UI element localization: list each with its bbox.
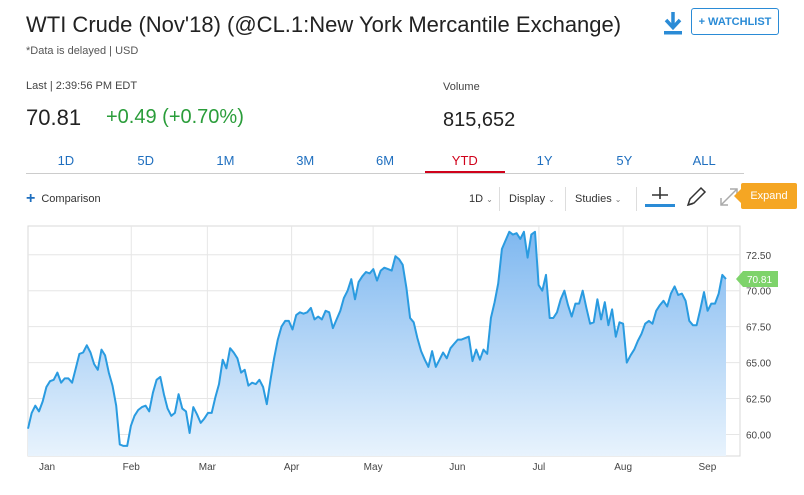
x-tick-label: Jul — [533, 462, 546, 473]
x-tick-label: Sep — [698, 462, 716, 473]
interval-select[interactable]: 1D ⌄ — [469, 193, 493, 205]
download-icon[interactable] — [662, 10, 684, 36]
price-change: +0.49 (+0.70%) — [106, 106, 244, 128]
tab-1d[interactable]: 1D — [57, 153, 75, 168]
toolbar-divider — [636, 187, 637, 211]
tab-all[interactable]: ALL — [692, 153, 716, 168]
x-tick-label: Jun — [449, 462, 465, 473]
volume-label: Volume — [443, 81, 480, 93]
comparison-button[interactable]: + Comparison — [26, 190, 101, 207]
interval-label: 1D — [469, 193, 484, 205]
x-tick-label: Jan — [39, 462, 55, 473]
last-price-badge-label: 70.81 — [747, 275, 772, 286]
y-tick-label: 70.00 — [746, 287, 771, 298]
chevron-down-icon: ⌄ — [548, 195, 555, 204]
tab-3m[interactable]: 3M — [296, 153, 315, 168]
range-tabs: 1D 5D 1M 3M 6M YTD 1Y 5Y ALL — [26, 150, 744, 174]
chevron-down-icon: ⌄ — [614, 195, 622, 204]
x-tick-label: Apr — [284, 462, 300, 473]
pencil-icon[interactable] — [683, 184, 709, 210]
studies-label: Studies — [575, 193, 612, 205]
x-tick-label: Mar — [199, 462, 217, 473]
y-tick-label: 60.00 — [746, 430, 771, 441]
y-tick-label: 65.00 — [746, 359, 771, 370]
y-tick-label: 62.50 — [746, 395, 771, 406]
studies-menu[interactable]: Studies ⌄ — [575, 193, 621, 205]
display-menu[interactable]: Display ⌄ — [509, 193, 555, 205]
x-tick-label: May — [364, 462, 383, 473]
toolbar-divider — [499, 187, 500, 211]
page-title: WTI Crude (Nov'18) (@CL.1:New York Merca… — [26, 12, 622, 37]
tab-1y[interactable]: 1Y — [536, 153, 553, 168]
x-tick-label: Aug — [614, 462, 632, 473]
plus-icon: + — [26, 190, 36, 207]
y-tick-label: 67.50 — [746, 323, 771, 334]
delay-note: *Data is delayed | USD — [26, 45, 139, 57]
tab-6m[interactable]: 6M — [375, 153, 395, 168]
last-price: 70.81 — [26, 105, 82, 130]
comparison-label: Comparison — [41, 193, 101, 205]
last-trade-time: Last | 2:39:56 PM EDT — [26, 80, 138, 92]
display-label: Display — [509, 193, 546, 205]
tab-5d[interactable]: 5D — [137, 153, 154, 168]
toolbar-divider — [565, 187, 566, 211]
last-price-badge — [736, 271, 778, 288]
y-tick-label: 72.50 — [746, 251, 771, 262]
tab-ytd[interactable]: YTD — [424, 150, 505, 173]
x-tick-label: Feb — [123, 462, 141, 473]
chevron-down-icon: ⌄ — [486, 195, 493, 204]
tab-5y[interactable]: 5Y — [616, 153, 633, 168]
volume-value: 815,652 — [443, 109, 516, 131]
price-chart: 60.00 62.50 65.00 67.50 70.00 72.50 Jan Feb Mar A… — [27, 225, 778, 473]
price-area — [28, 231, 726, 456]
crosshair-icon[interactable] — [645, 184, 675, 210]
tab-1m[interactable]: 1M — [216, 153, 235, 168]
add-to-watchlist-button[interactable]: + WATCHLIST — [691, 8, 779, 35]
price-line — [27, 230, 727, 447]
expand-button[interactable]: Expand — [734, 183, 797, 209]
